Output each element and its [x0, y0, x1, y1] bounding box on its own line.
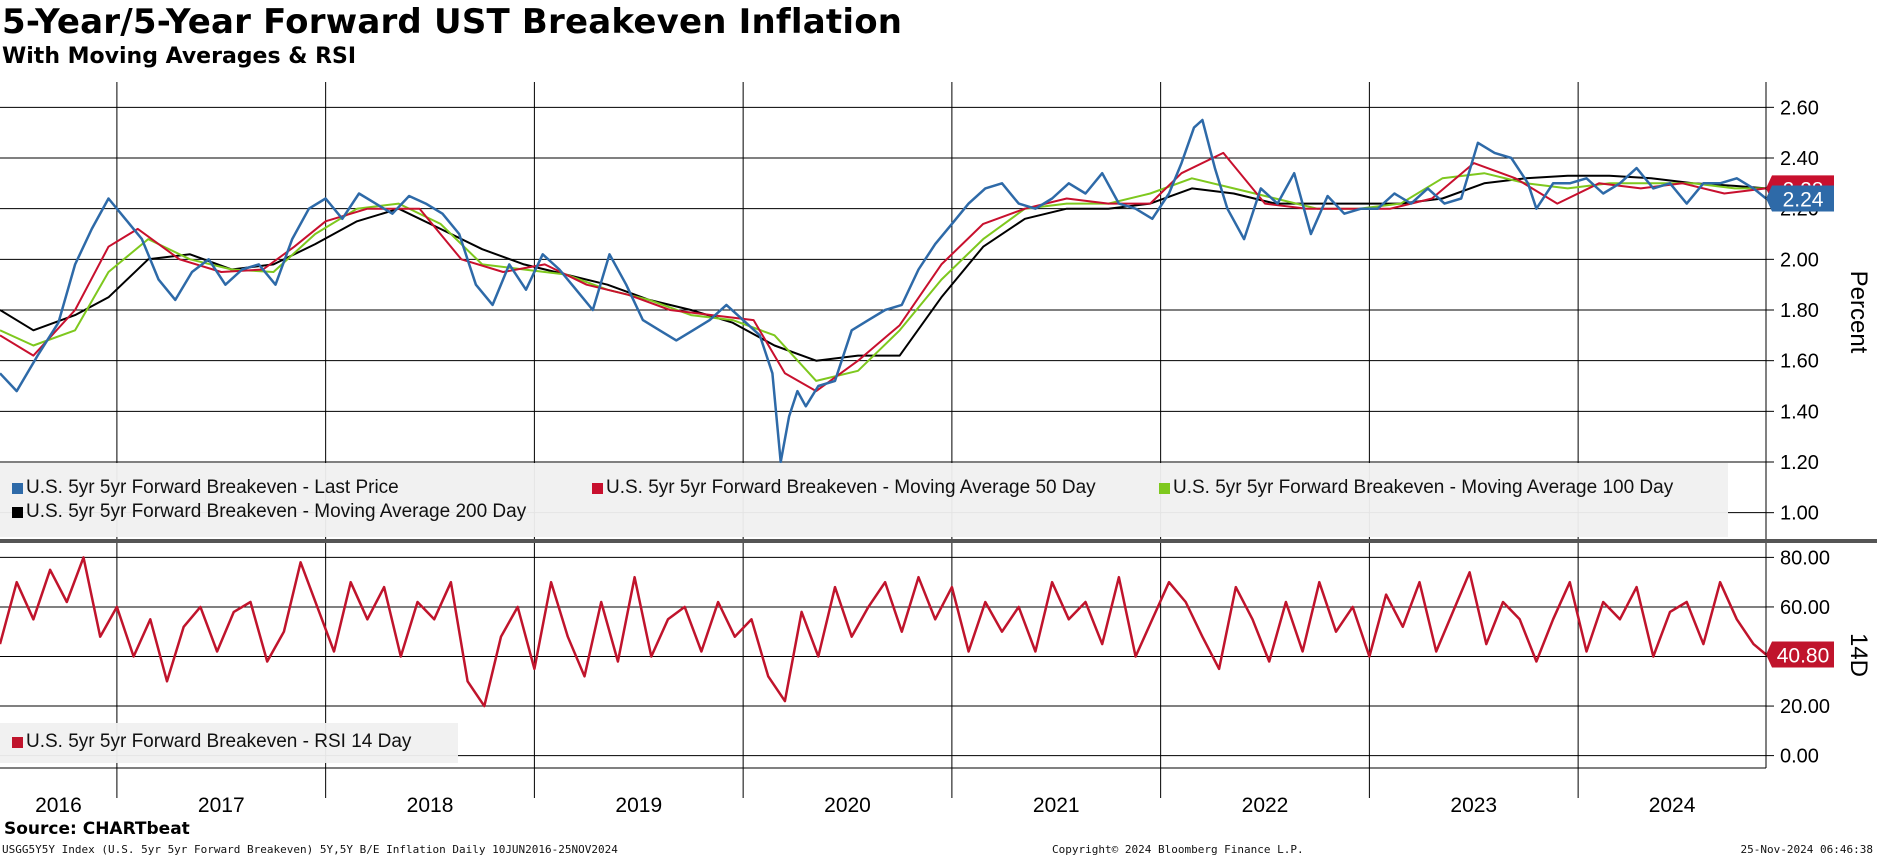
axes: [0, 82, 1877, 769]
copyright: Copyright© 2024 Bloomberg Finance L.P.: [1052, 843, 1304, 856]
legend-item-ma50: U.S. 5yr 5yr Forward Breakeven - Moving …: [592, 477, 1096, 499]
chart-title: 5-Year/5-Year Forward UST Breakeven Infl…: [2, 2, 903, 42]
series-line-ma50: [0, 151, 1767, 393]
rsi-series: [0, 556, 1767, 708]
x-label-2022: 2022: [1242, 794, 1289, 817]
x-label-2016: 2016: [35, 794, 82, 817]
main-ytick-label-2: 1.40: [1780, 401, 1819, 423]
last-tag-rsi-bg: [1766, 641, 1834, 668]
main-ylabel: Percent: [1845, 271, 1872, 354]
rsi-ytick-label-0: 0.00: [1780, 746, 1819, 768]
rsi-legend: U.S. 5yr 5yr Forward Breakeven - RSI 14 …: [0, 723, 458, 763]
legend-swatch-last-price: [12, 482, 23, 494]
x-label-2018: 2018: [407, 794, 454, 817]
x-label-2020: 2020: [824, 794, 871, 817]
legend-item-ma200: U.S. 5yr 5yr Forward Breakeven - Moving …: [12, 501, 526, 523]
legend-label-ma200: U.S. 5yr 5yr Forward Breakeven - Moving …: [26, 501, 527, 522]
rsi-ytick-label-1: 20.00: [1780, 696, 1830, 718]
legend-item-ma100: U.S. 5yr 5yr Forward Breakeven - Moving …: [1159, 477, 1673, 499]
source-label: Source: CHARTbeat: [4, 819, 190, 839]
x-label-2017: 2017: [198, 794, 245, 817]
legend-item-last-price: U.S. 5yr 5yr Forward Breakeven - Last Pr…: [12, 477, 399, 499]
rsi-ytick-label-4: 80.00: [1780, 547, 1830, 569]
x-label-2019: 2019: [615, 794, 662, 817]
legend-label-rsi: U.S. 5yr 5yr Forward Breakeven - RSI 14 …: [26, 731, 412, 752]
series-line-ma100: [0, 172, 1766, 382]
main-legend: U.S. 5yr 5yr Forward Breakeven - Last Pr…: [0, 463, 1728, 537]
last-tag-last-price-bg: [1766, 185, 1834, 212]
main-ytick-label-1: 1.20: [1780, 452, 1819, 474]
index-description: USGG5Y5Y Index (U.S. 5yr 5yr Forward Bre…: [2, 843, 618, 856]
chart-subtitle: With Moving Averages & RSI: [2, 44, 357, 69]
rsi-ylabel: 14D: [1845, 633, 1872, 677]
x-label-2023: 2023: [1450, 794, 1497, 817]
series-line-rsi: [0, 556, 1767, 708]
last-tag-last-price: 2.24: [1783, 189, 1824, 212]
legend-item-rsi: U.S. 5yr 5yr Forward Breakeven - RSI 14 …: [12, 731, 411, 753]
series-line-last_price: [0, 118, 1767, 464]
main-ytick-label-3: 1.60: [1780, 351, 1819, 373]
rsi-legend-box: [0, 723, 458, 763]
tick-labels: 1.001.201.401.601.802.002.202.402.600.00…: [35, 97, 1872, 817]
main-ytick-label-7: 2.40: [1780, 148, 1819, 170]
rsi-ytick-label-3: 60.00: [1780, 597, 1830, 619]
main-ytick-label-8: 2.60: [1780, 97, 1819, 119]
x-label-2021: 2021: [1033, 794, 1080, 817]
legend-label-ma100: U.S. 5yr 5yr Forward Breakeven - Moving …: [1173, 477, 1674, 498]
legend-label-last-price: U.S. 5yr 5yr Forward Breakeven - Last Pr…: [26, 477, 399, 498]
legend-swatch-rsi: [12, 736, 23, 748]
legend-swatch-ma50: [592, 482, 603, 494]
legend-swatch-ma200: [12, 506, 23, 518]
series-line-ma200: [0, 174, 1767, 362]
main-ytick-label-0: 1.00: [1780, 503, 1819, 525]
main-series: [0, 118, 1767, 464]
main-grid: [0, 82, 1766, 798]
x-label-2024: 2024: [1649, 794, 1696, 817]
legend-label-ma50: U.S. 5yr 5yr Forward Breakeven - Moving …: [606, 477, 1096, 498]
last-tag-rsi: 40.80: [1777, 645, 1830, 668]
main-ytick-label-5: 2.00: [1780, 249, 1819, 271]
main-legend-box: [0, 463, 1728, 537]
timestamp: 25-Nov-2024 06:46:38: [1740, 843, 1873, 856]
main-ytick-label-4: 1.80: [1780, 300, 1819, 322]
legend-swatch-ma100: [1159, 482, 1170, 494]
